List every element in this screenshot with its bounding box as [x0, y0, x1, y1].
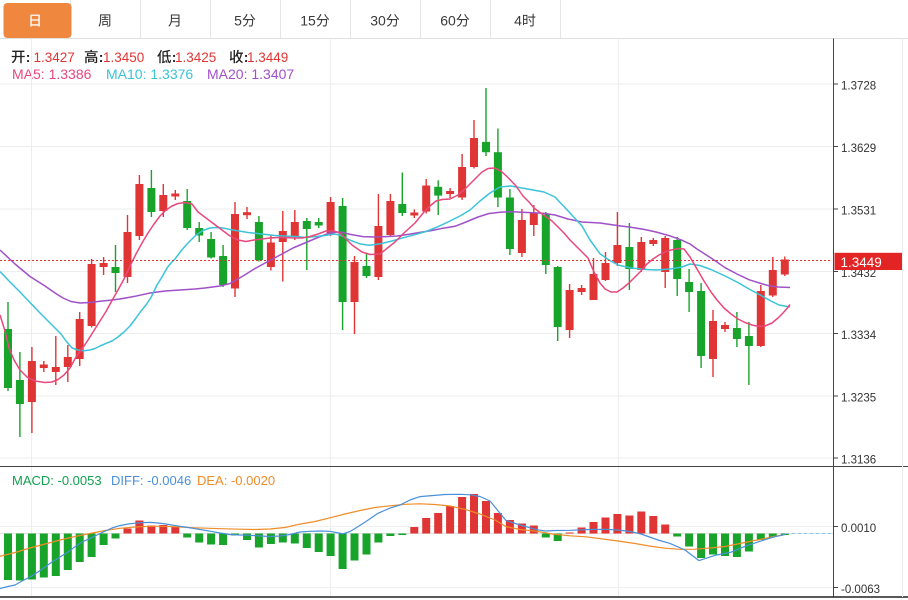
- svg-text:1.3427: 1.3427: [34, 50, 75, 65]
- svg-text:1.3136: 1.3136: [841, 455, 876, 467]
- svg-text:1.3531: 1.3531: [841, 206, 876, 218]
- svg-text::: :: [99, 49, 104, 65]
- svg-text::: :: [172, 49, 177, 65]
- svg-text:60: 60: [440, 13, 456, 29]
- svg-text:0.0010: 0.0010: [841, 523, 876, 535]
- svg-text:1.3432: 1.3432: [841, 268, 876, 280]
- svg-text:1.3728: 1.3728: [841, 81, 876, 93]
- svg-text:30: 30: [370, 13, 386, 29]
- svg-text:4: 4: [514, 13, 522, 29]
- svg-text:1.3449: 1.3449: [841, 255, 882, 270]
- svg-text:1.3449: 1.3449: [247, 50, 288, 65]
- svg-text:1.3334: 1.3334: [841, 330, 877, 342]
- svg-text::: :: [244, 49, 249, 65]
- svg-text:1.3450: 1.3450: [103, 50, 144, 65]
- svg-text:15: 15: [300, 13, 316, 29]
- svg-text:1.3629: 1.3629: [841, 143, 876, 155]
- svg-text:-0.0063: -0.0063: [841, 584, 880, 596]
- svg-text:5: 5: [234, 13, 242, 29]
- svg-text:1.3425: 1.3425: [175, 50, 216, 65]
- svg-text::: :: [26, 49, 31, 65]
- svg-text:1.3235: 1.3235: [841, 393, 876, 405]
